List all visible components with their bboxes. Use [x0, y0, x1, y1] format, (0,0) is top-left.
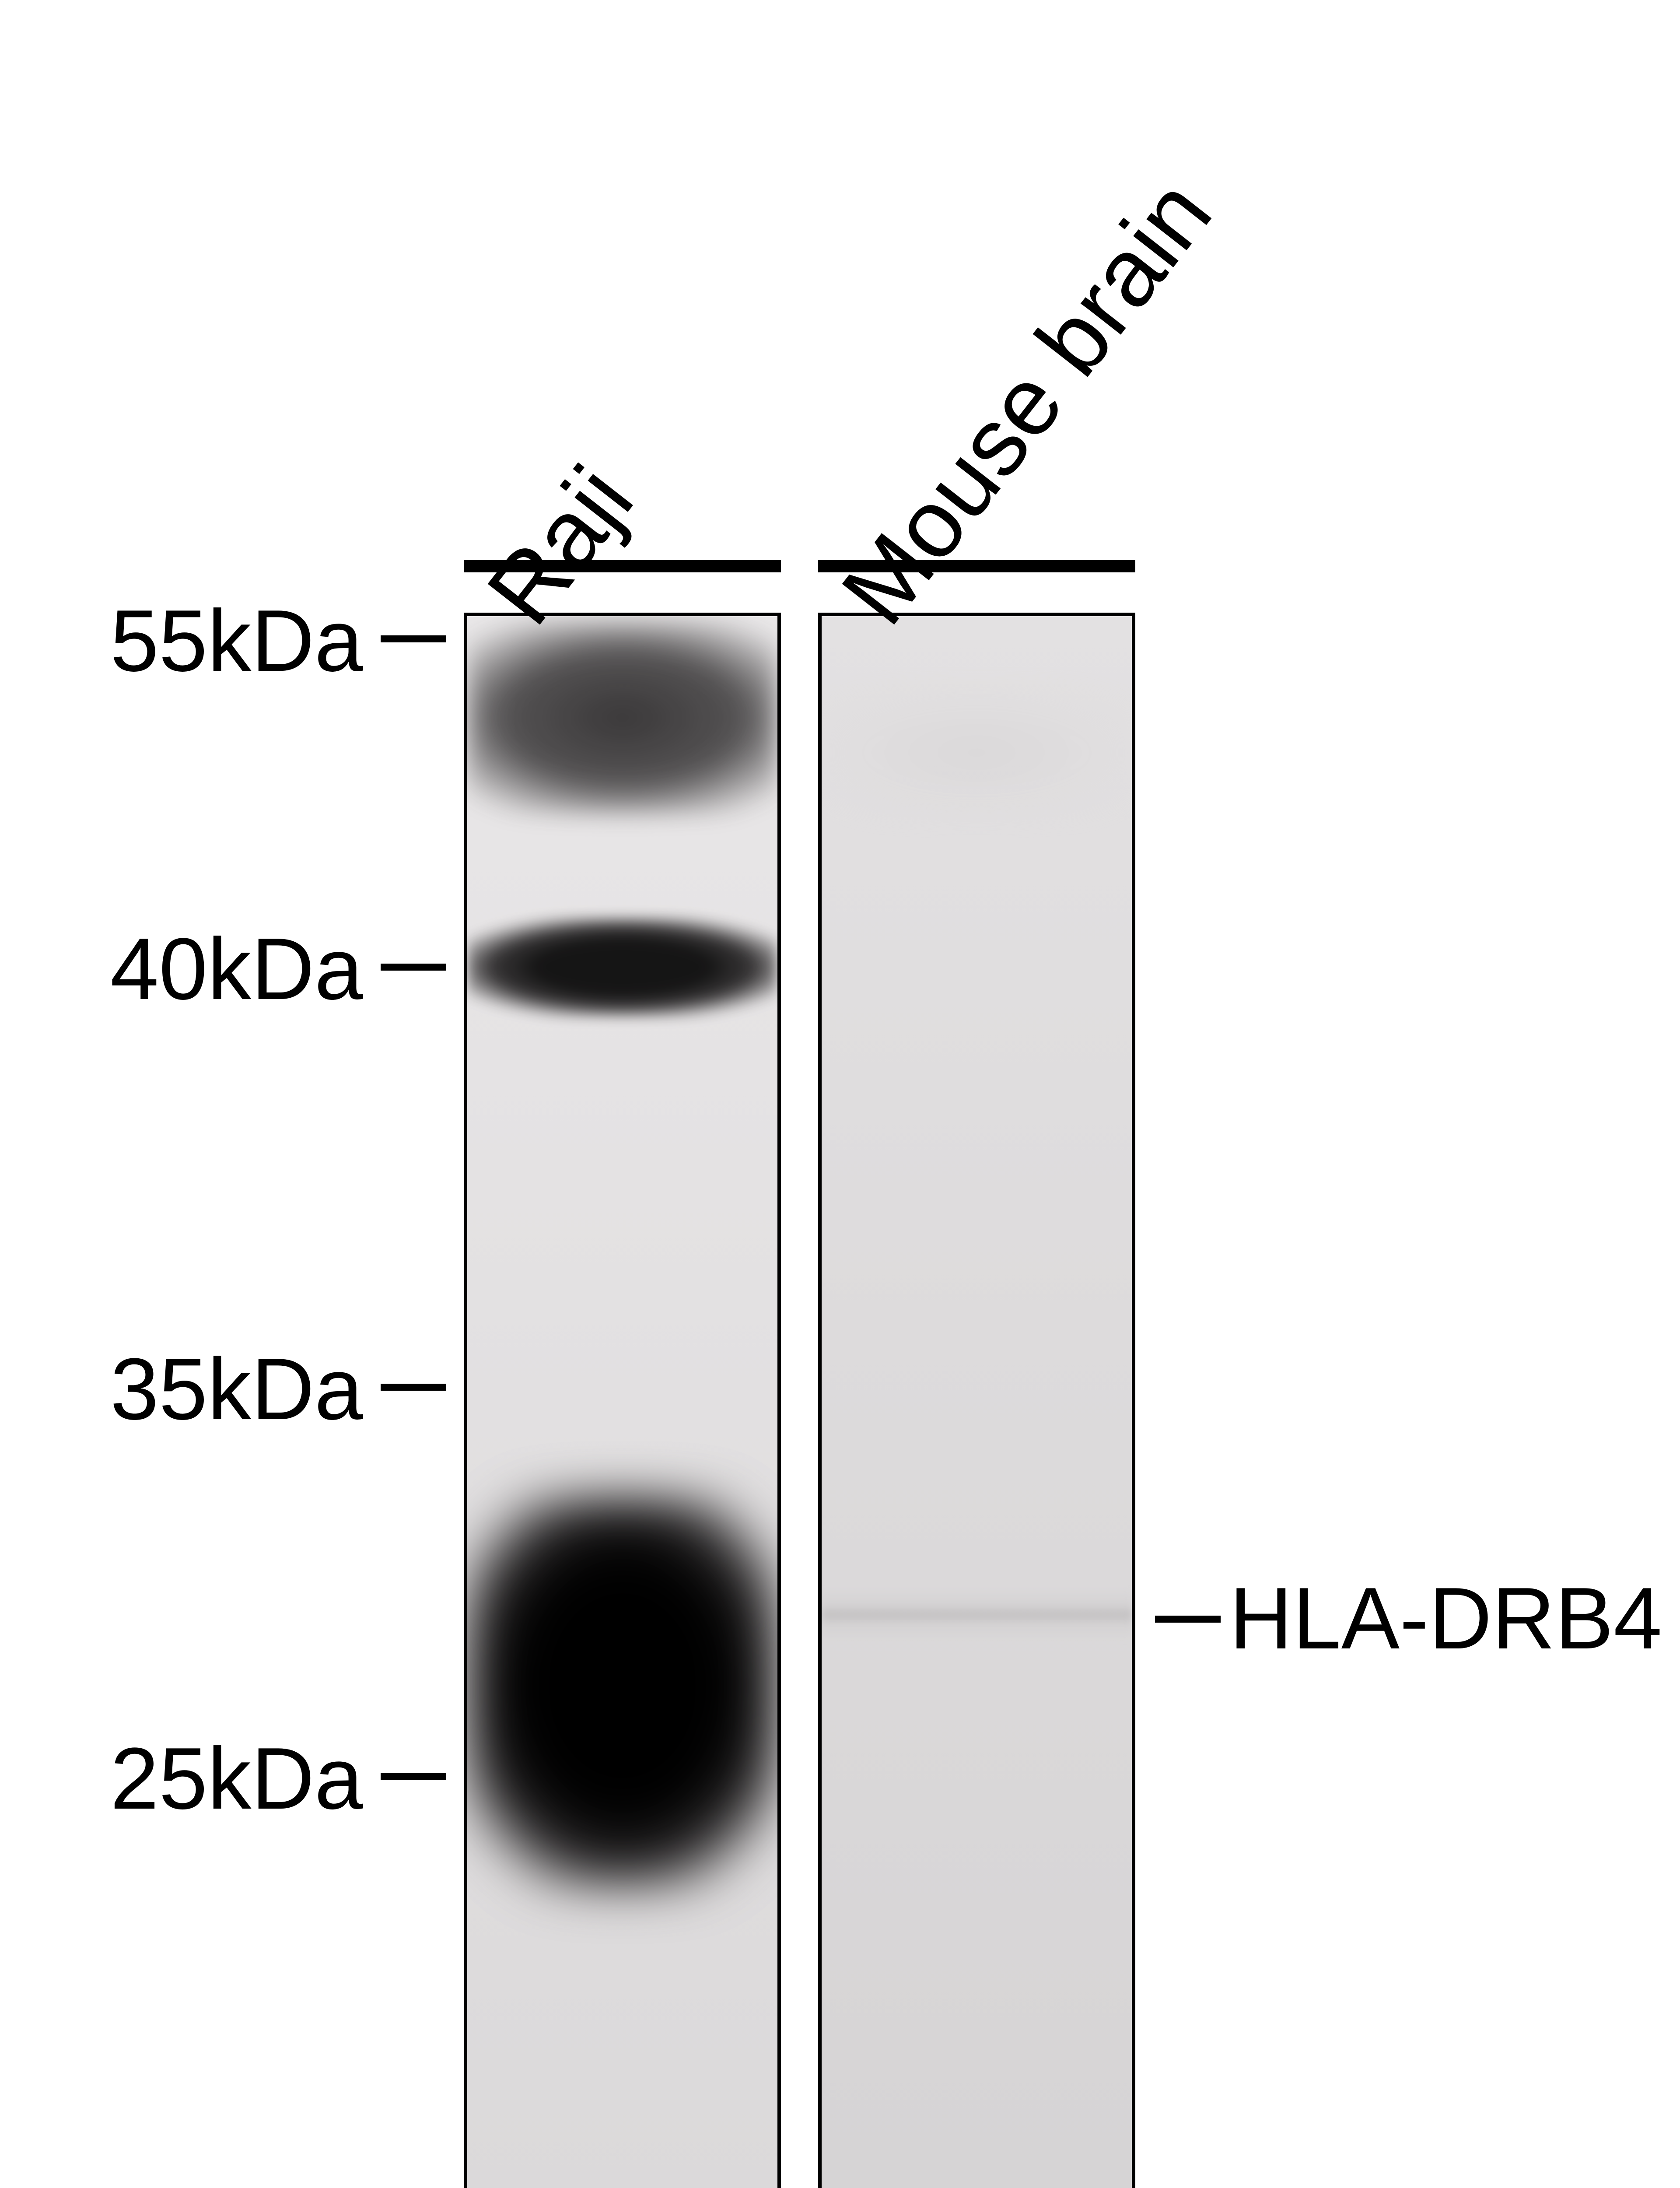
target-label: HLA-DRB4	[1229, 1568, 1662, 1669]
mw-tick	[381, 1773, 446, 1780]
lane-strip	[818, 613, 1135, 2188]
protein-band	[822, 678, 1132, 827]
mw-label: 40kDa	[110, 919, 363, 1020]
mw-label: 35kDa	[110, 1339, 363, 1440]
mw-tick	[381, 964, 446, 971]
protein-band	[467, 1497, 777, 1890]
protein-band	[467, 621, 777, 814]
protein-band	[822, 1588, 1132, 1641]
protein-band	[467, 917, 777, 1017]
mw-label: 25kDa	[110, 1729, 363, 1829]
lane-strip	[464, 613, 781, 2188]
western-blot-figure: 55kDa40kDa35kDa25kDa15kDa RajiMouse brai…	[0, 0, 1680, 2188]
target-tick	[1155, 1616, 1221, 1623]
mw-label: 55kDa	[110, 591, 363, 691]
mw-tick	[381, 1384, 446, 1391]
mw-tick	[381, 635, 446, 642]
